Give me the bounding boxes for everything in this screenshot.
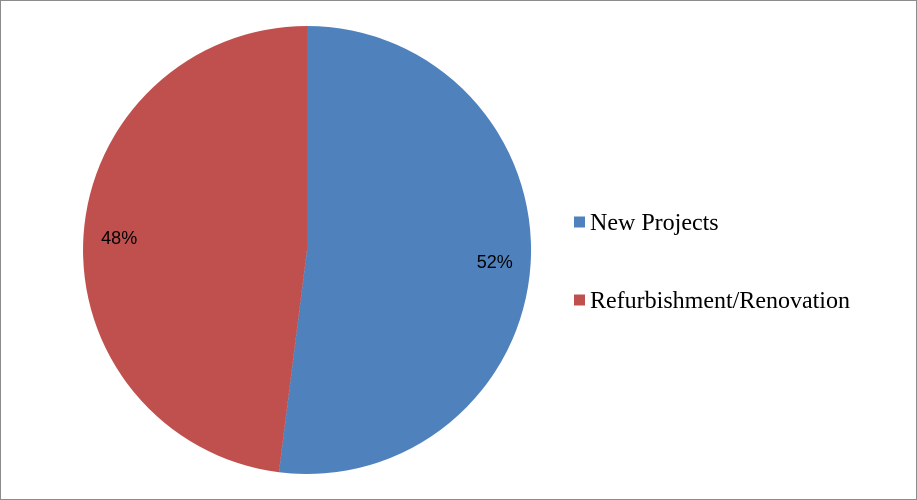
legend-label-2: Refurbishment/Renovation xyxy=(590,288,850,314)
legend: New Projects Refurbishment/Renovation xyxy=(574,210,850,314)
data-label-2: 48% xyxy=(101,228,137,248)
pie-slice-new-projects xyxy=(278,25,532,474)
pie-slices xyxy=(83,25,532,474)
data-label-1: 52% xyxy=(477,252,513,272)
pie-slice-refurbishment-renovation xyxy=(83,26,307,473)
legend-label-1: New Projects xyxy=(590,210,719,236)
legend-swatch-1 xyxy=(574,216,585,228)
legend-swatch-2 xyxy=(574,294,585,306)
pie-data-labels: 52% 48% xyxy=(101,228,513,272)
